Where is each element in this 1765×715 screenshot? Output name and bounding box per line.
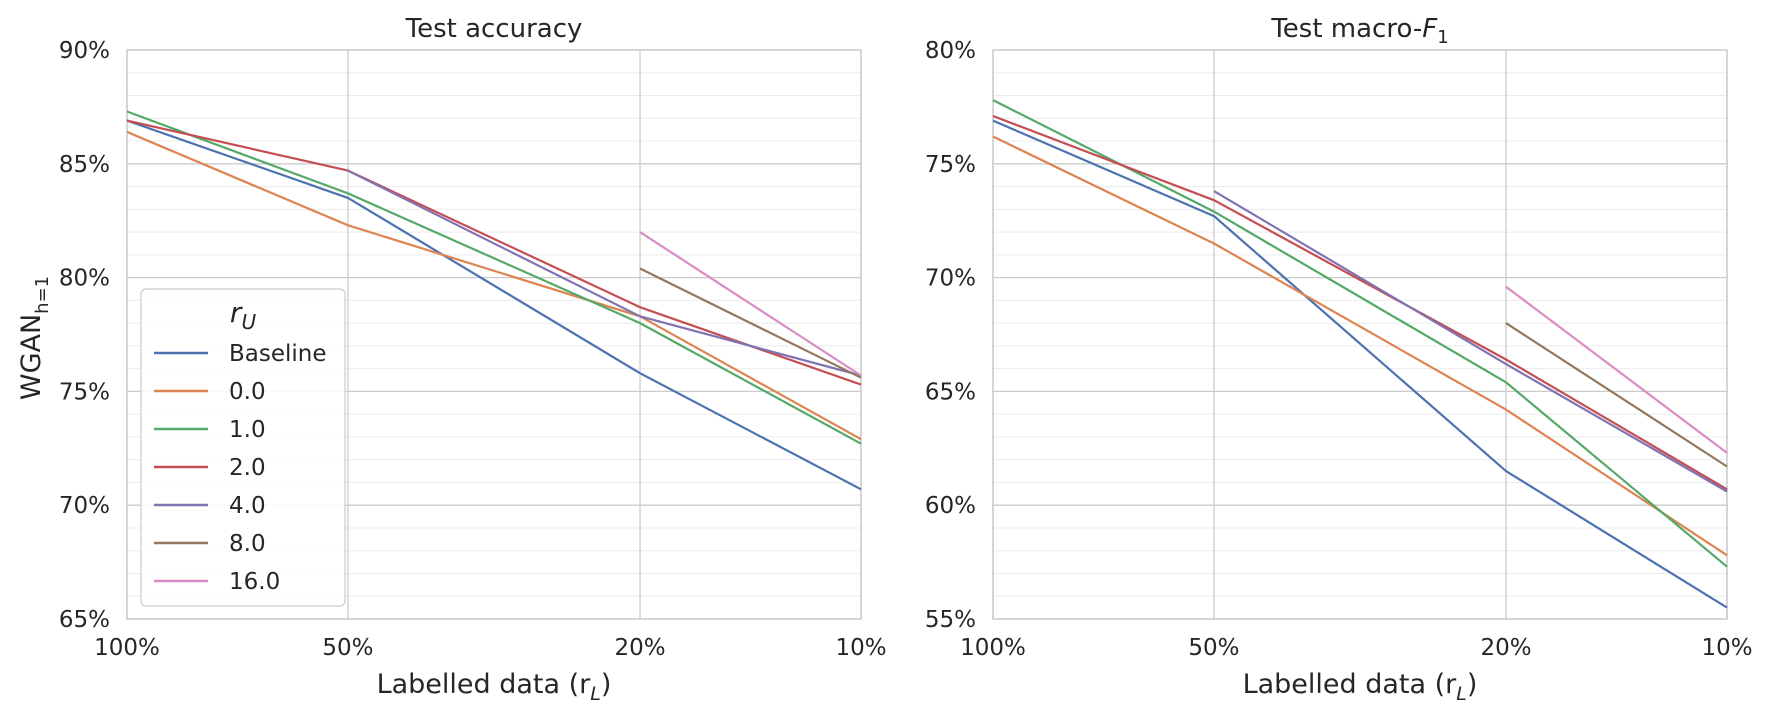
x-tick-label: 20% [1480,635,1531,661]
panel-macro-f1: 55% 60% 65% 70% 75% 80% 100% 50% 20% 10% Test macr… [925,14,1753,705]
series-line-1.0 [126,110,862,445]
series-line-Baseline [126,119,862,491]
x-tick-label: 10% [1701,635,1752,661]
series-line-2.0 [992,114,1728,491]
x-tick-label: 50% [322,635,373,661]
y-tick-label: 70% [925,266,976,292]
x-tick-label: 10% [835,635,886,661]
x-axis-label: Labelled data (rL) [1243,669,1478,705]
y-tick-label: 75% [925,152,976,178]
figure-ylabel: WGANh=1 [16,276,53,400]
panel-title: Test macro-F1 [1270,14,1448,48]
legend-title: rU [230,296,257,334]
legend-label: 4.0 [229,493,266,519]
series-line-1.0 [992,99,1728,568]
series-line-8.0 [639,267,862,379]
legend: rU Baseline 0.0 1.0 2.0 4.0 8.0 16.0 [140,288,346,607]
y-tick-label: 65% [59,607,110,633]
y-tick-label: 80% [59,266,110,292]
legend-label: 1.0 [229,417,266,443]
series-line-0.0 [992,135,1728,557]
series-line-0.0 [126,130,862,441]
y-tick-label: 85% [59,152,110,178]
y-tick-label: 80% [925,38,976,64]
legend-label: 0.0 [229,379,266,405]
series-line-16.0 [639,231,862,377]
x-tick-label: 100% [94,635,160,661]
legend-label: Baseline [229,341,327,367]
y-tick-label: 65% [925,379,976,405]
x-tick-label: 100% [960,635,1026,661]
series-line-16.0 [1505,285,1728,454]
legend-label: 16.0 [229,569,280,595]
panel-title: Test accuracy [405,14,583,44]
series-line-Baseline [992,119,1728,609]
x-tick-label: 50% [1188,635,1239,661]
legend-label: 2.0 [229,455,266,481]
x-tick-label: 20% [614,635,665,661]
plot-frame [126,49,862,620]
plot-frame [992,49,1728,620]
y-tick-label: 55% [925,607,976,633]
series-line-4.0 [347,169,862,377]
x-axis-label: Labelled data (rL) [377,669,612,705]
y-tick-label: 70% [59,493,110,519]
legend-box [140,288,346,607]
y-tick-label: 90% [59,38,110,64]
series-line-4.0 [1213,190,1728,493]
legend-label: 8.0 [229,531,266,557]
y-tick-label: 60% [925,493,976,519]
series-line-8.0 [1505,322,1728,468]
y-tick-label: 75% [59,379,110,405]
